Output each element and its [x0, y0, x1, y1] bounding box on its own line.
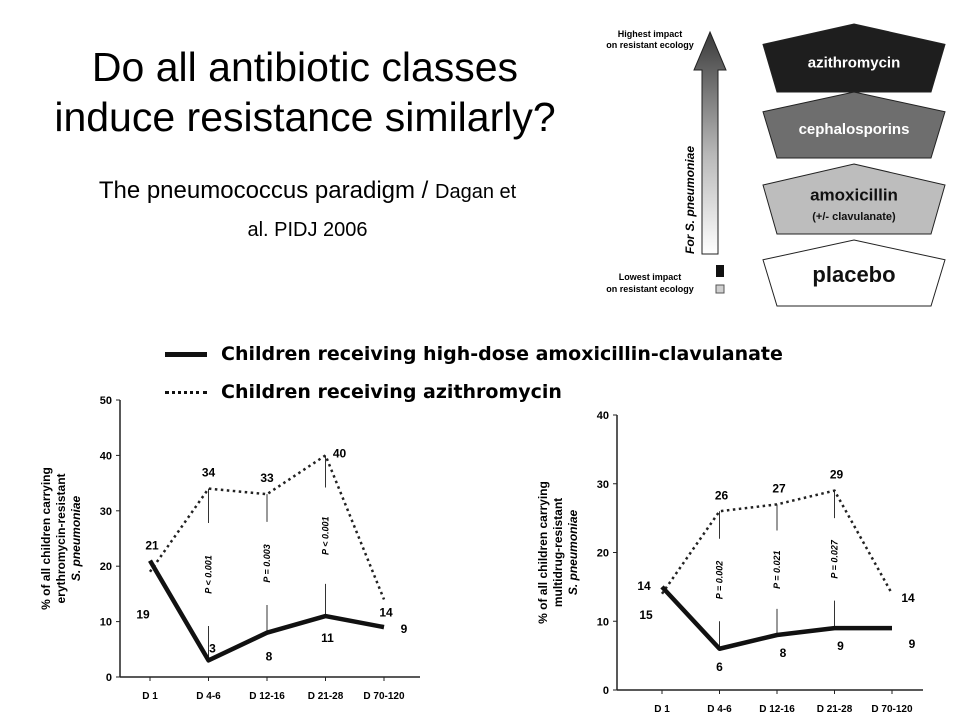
level-shape-2	[762, 163, 946, 235]
level-label-2: amoxicillin	[810, 185, 898, 204]
p-value-label: P < 0.001	[204, 555, 214, 593]
y-tick-label: 40	[100, 450, 112, 462]
data-label-azithromycin: 33	[260, 471, 274, 485]
data-label-azithromycin: 34	[202, 466, 216, 480]
top-impact-label-1: Highest impact	[618, 29, 683, 39]
y-axis-label: % of all children carrying multidrug-resi…	[536, 481, 580, 624]
level-label-1: cephalosporins	[799, 121, 910, 138]
y-axis-label-line: S. pneumoniae	[69, 496, 83, 582]
level-sublabel-2: (+/- clavulanate)	[812, 211, 896, 223]
data-label-amoxicillin: 9	[837, 639, 844, 653]
series-line-azithromycin	[148, 453, 386, 600]
y-tick-label: 30	[597, 479, 609, 491]
data-label-amoxicillin: 9	[909, 637, 916, 651]
data-label-azithromycin: 14	[379, 605, 393, 619]
legend-dotted-line	[165, 390, 207, 394]
arrow-black-marker	[716, 265, 724, 277]
x-tick-label: D 4-6	[196, 691, 221, 702]
y-axis-label: % of all children carrying erythromycin-r…	[39, 467, 83, 610]
data-label-amoxicillin: 8	[780, 646, 787, 660]
y-axis-label-line: % of all children carrying	[39, 467, 53, 610]
legend-item-azithromycin: Children receiving azithromycin	[165, 373, 783, 411]
y-tick-label: 20	[597, 548, 609, 560]
top-impact-label-2: on resistant ecology	[606, 40, 694, 50]
p-value-label: P = 0.002	[715, 561, 725, 599]
series-line-azithromycin	[660, 489, 894, 595]
title-line-1: Do all antibiotic classes	[91, 44, 519, 90]
bottom-impact-label-1: Lowest impact	[619, 272, 682, 282]
data-label-amoxicillin: 8	[266, 650, 273, 664]
level-shape-3	[762, 239, 946, 307]
legend-label-amoxicillin: Children receiving high-dose amoxicillin…	[221, 343, 783, 365]
p-value-label: P = 0.003	[262, 544, 272, 582]
x-tick-label: D 12-16	[759, 704, 795, 715]
subtitle-main: The pneumococcus paradigm /	[98, 177, 435, 204]
p-value-label: P < 0.001	[321, 517, 331, 555]
data-label-amoxicillin: 6	[716, 660, 723, 674]
legend-label-azithromycin: Children receiving azithromycin	[221, 381, 562, 403]
data-label-amoxicillin: 9	[401, 622, 408, 636]
data-label-azithromycin: 14	[901, 591, 915, 605]
y-tick-label: 0	[603, 685, 609, 697]
x-tick-label: D 4-6	[707, 704, 732, 715]
subtitle-citation-a: Dagan et	[435, 181, 517, 203]
legend-item-amoxicillin: Children receiving high-dose amoxicillin…	[165, 335, 783, 373]
p-value-label: P = 0.021	[772, 550, 782, 588]
y-axis-label-line: multidrug-resistant	[551, 498, 565, 607]
data-label-azithromycin: 40	[333, 446, 347, 460]
data-label-amoxicillin: 3	[209, 641, 216, 655]
y-axis-label-line: S. pneumoniae	[566, 510, 580, 596]
y-tick-label: 20	[100, 561, 112, 573]
level-label-3: placebo	[812, 262, 895, 287]
level-label-0: azithromycin	[808, 55, 901, 72]
y-axis-label-line: % of all children carrying	[536, 481, 550, 624]
y-tick-label: 30	[100, 506, 112, 518]
y-tick-label: 40	[597, 410, 609, 422]
y-axis-label-line: erythromycin-resistant	[54, 473, 68, 603]
data-label-azithromycin: 26	[715, 488, 729, 502]
erythromycin-resistance-chart: % of all children carrying erythromycin-r…	[39, 395, 420, 702]
y-tick-label: 50	[100, 395, 112, 407]
impact-arrow	[693, 30, 727, 255]
slide-subtitle: The pneumococcus paradigm / Dagan et al.…	[20, 172, 595, 249]
x-tick-label: D 70-120	[363, 691, 405, 702]
data-label-azithromycin: 21	[145, 539, 159, 553]
x-tick-label: D 21-28	[308, 691, 344, 702]
arrow-grey-marker	[715, 284, 725, 294]
data-label-amoxicillin: 15	[639, 608, 653, 622]
arrow-label: For S. pneumoniae	[683, 146, 697, 254]
legend-solid-line	[165, 351, 207, 357]
series-line-amoxicillin	[660, 585, 892, 651]
chart-legend: Children receiving high-dose amoxicillin…	[165, 335, 783, 411]
title-line-2: induce resistance similarly?	[54, 94, 556, 140]
y-tick-label: 10	[597, 616, 609, 628]
data-label-azithromycin: 14	[637, 579, 651, 593]
y-tick-label: 10	[100, 617, 112, 629]
x-tick-label: D 12-16	[249, 691, 285, 702]
slide-title: Do all antibiotic classes induce resista…	[0, 42, 610, 142]
x-tick-label: D 1	[142, 691, 158, 702]
level-shape-1	[762, 91, 946, 159]
bottom-impact-label-2: on resistant ecology	[606, 284, 694, 294]
data-label-azithromycin: 29	[830, 468, 844, 482]
p-value-label: P = 0.027	[830, 539, 840, 578]
series-line-amoxicillin	[148, 559, 385, 663]
y-tick-label: 0	[106, 672, 112, 684]
data-label-amoxicillin: 11	[321, 631, 334, 645]
x-tick-label: D 1	[654, 704, 670, 715]
impact-levels: azithromycin cephalosporins amoxicillin (+/…	[762, 23, 946, 307]
multidrug-resistance-chart: % of all children carrying multidrug-resi…	[536, 410, 923, 715]
subtitle-citation-b: al. PIDJ 2006	[247, 219, 368, 241]
data-label-amoxicillin: 19	[136, 608, 150, 622]
data-label-azithromycin: 27	[772, 481, 786, 495]
resistance-impact-diagram: Highest impact on resistant ecology For …	[606, 23, 946, 307]
x-tick-label: D 21-28	[817, 704, 853, 715]
x-tick-label: D 70-120	[871, 704, 913, 715]
